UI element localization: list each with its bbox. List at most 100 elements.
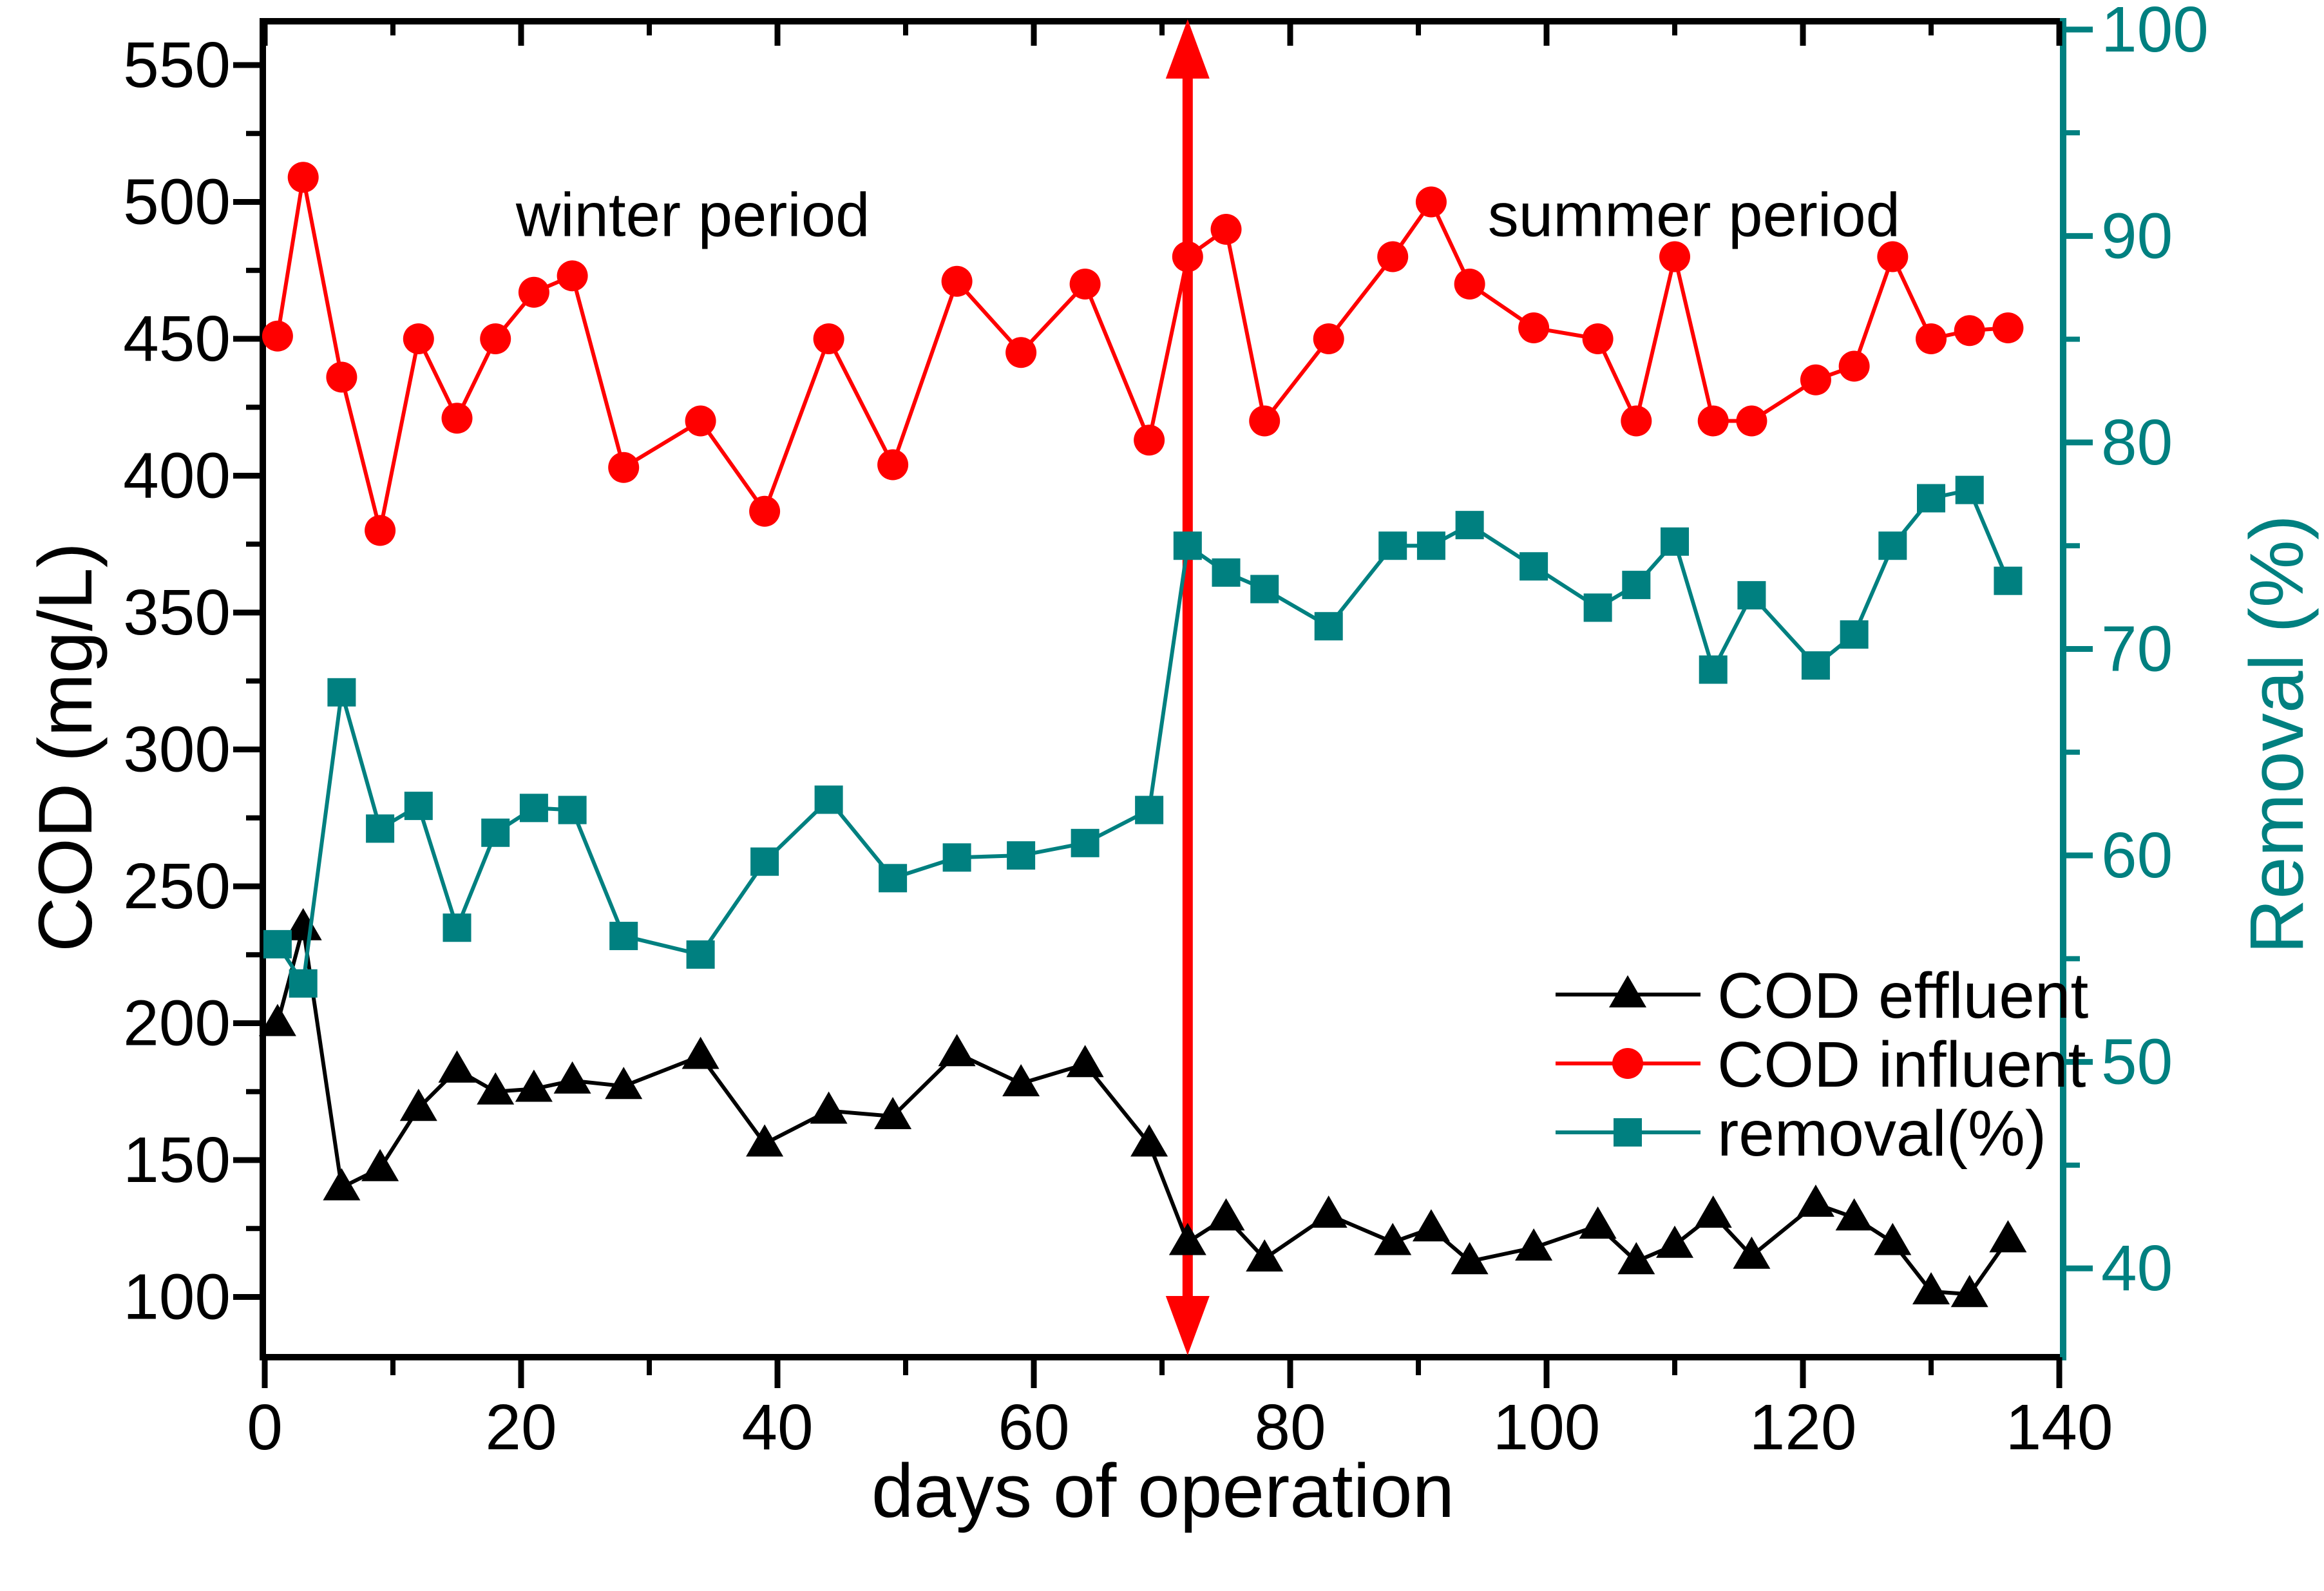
- data-point-circle: [557, 260, 588, 292]
- legend-label: COD influent: [1717, 1029, 2086, 1101]
- data-point-square: [366, 814, 395, 843]
- data-point-circle: [1454, 269, 1485, 300]
- data-point-square: [289, 969, 318, 998]
- data-point-circle: [441, 403, 473, 434]
- data-point-circle: [1313, 323, 1344, 354]
- data-point-circle: [1612, 1048, 1643, 1079]
- legend-label: removal(%): [1717, 1098, 2046, 1170]
- data-point-triangle: [1609, 975, 1646, 1007]
- data-point-square: [1583, 593, 1612, 622]
- arrow-head-down: [1165, 1296, 1210, 1355]
- data-point-circle: [1697, 405, 1729, 437]
- data-point-square: [481, 818, 510, 847]
- data-point-triangle: [258, 1004, 296, 1036]
- data-point-square: [1314, 612, 1343, 641]
- x-tick-label: 120: [1749, 1391, 1857, 1463]
- data-point-circle: [1800, 364, 1831, 395]
- y-left-tick-label: 550: [123, 29, 231, 101]
- data-point-square: [1455, 511, 1484, 540]
- data-point-triangle: [1796, 1185, 1834, 1217]
- data-point-circle: [480, 323, 511, 354]
- data-point-triangle: [938, 1034, 976, 1067]
- annotation-winter: winter period: [515, 181, 870, 250]
- data-point-triangle: [1579, 1206, 1617, 1239]
- x-tick-label: 40: [741, 1391, 813, 1463]
- data-point-triangle: [810, 1091, 848, 1124]
- arrow-head-up: [1165, 19, 1210, 79]
- y-axis-left: 100 150 200 250 300 350 400 450 500 550 COD (mg/L): [23, 29, 263, 1333]
- data-point-square: [519, 794, 548, 823]
- data-point-triangle: [399, 1089, 437, 1121]
- data-point-circle: [262, 320, 293, 352]
- x-axis-title: days of operation: [872, 1449, 1454, 1534]
- y-left-tick-label: 300: [123, 714, 231, 786]
- data-point-triangle: [1002, 1064, 1040, 1096]
- data-point-triangle: [605, 1067, 643, 1100]
- data-point-circle: [608, 452, 640, 483]
- data-point-triangle: [553, 1061, 591, 1094]
- data-point-circle: [1518, 312, 1550, 343]
- data-point-square: [263, 929, 292, 958]
- data-point-triangle: [361, 1148, 399, 1181]
- y-right-tick-label: 80: [2101, 406, 2173, 479]
- data-point-circle: [1172, 241, 1203, 272]
- data-point-square: [1661, 527, 1690, 556]
- data-point-triangle: [681, 1036, 719, 1069]
- data-point-triangle: [1656, 1225, 1694, 1258]
- y-left-tick-label: 350: [123, 576, 231, 649]
- legend-label: COD effluent: [1717, 960, 2088, 1032]
- series-cod-influent: [262, 162, 2024, 546]
- x-axis: 0 20 40 60 80 100 120 140 days of operation: [247, 21, 2113, 1534]
- data-point-square: [1994, 566, 2023, 595]
- data-point-circle: [365, 515, 396, 546]
- data-point-circle: [1992, 312, 2024, 343]
- data-point-triangle: [1950, 1275, 1988, 1308]
- data-point-triangle: [284, 908, 322, 940]
- annotation-summer: summer period: [1488, 181, 1900, 250]
- data-point-square: [1416, 531, 1445, 560]
- data-point-circle: [1377, 241, 1409, 272]
- data-point-triangle: [1310, 1196, 1348, 1228]
- x-tick-label: 60: [998, 1391, 1069, 1463]
- y-right-tick-label: 90: [2101, 200, 2173, 272]
- data-point-square: [1622, 571, 1651, 600]
- data-point-square: [558, 796, 587, 824]
- data-point-square: [1519, 552, 1548, 581]
- y-left-tick-label: 450: [123, 303, 231, 375]
- data-point-triangle: [515, 1069, 553, 1102]
- y-axis-right-title: Removal (%): [2234, 515, 2319, 954]
- data-point-square: [1955, 475, 1984, 504]
- data-point-circle: [1954, 315, 1985, 347]
- x-tick-label: 100: [1493, 1391, 1601, 1463]
- data-point-square: [404, 792, 433, 821]
- x-tick-label: 0: [247, 1391, 283, 1463]
- data-point-triangle: [1515, 1228, 1553, 1261]
- data-point-square: [1378, 531, 1407, 560]
- data-point-triangle: [1207, 1198, 1245, 1231]
- data-point-square: [1135, 796, 1164, 824]
- data-point-triangle: [1694, 1196, 1732, 1228]
- data-point-circle: [1838, 350, 1870, 382]
- series-removal-: [263, 475, 2023, 998]
- data-point-square: [942, 843, 971, 872]
- data-point-circle: [287, 162, 319, 193]
- data-point-triangle: [1374, 1223, 1412, 1255]
- data-point-circle: [1415, 186, 1447, 218]
- legend-item-2: COD influent: [1556, 1029, 2086, 1101]
- y-left-tick-label: 200: [123, 987, 231, 1060]
- data-point-circle: [518, 276, 549, 308]
- y-axis-left-title: COD (mg/L): [23, 542, 108, 952]
- data-point-square: [1212, 558, 1241, 587]
- x-tick-label: 20: [485, 1391, 557, 1463]
- y-right-tick-label: 70: [2101, 613, 2173, 685]
- y-left-tick-label: 500: [123, 166, 231, 238]
- data-point-square: [1917, 484, 1946, 513]
- data-point-triangle: [1912, 1272, 1950, 1304]
- data-point-triangle: [477, 1072, 515, 1105]
- x-tick-label: 80: [1254, 1391, 1326, 1463]
- data-point-circle: [403, 323, 434, 354]
- data-point-triangle: [1412, 1209, 1450, 1242]
